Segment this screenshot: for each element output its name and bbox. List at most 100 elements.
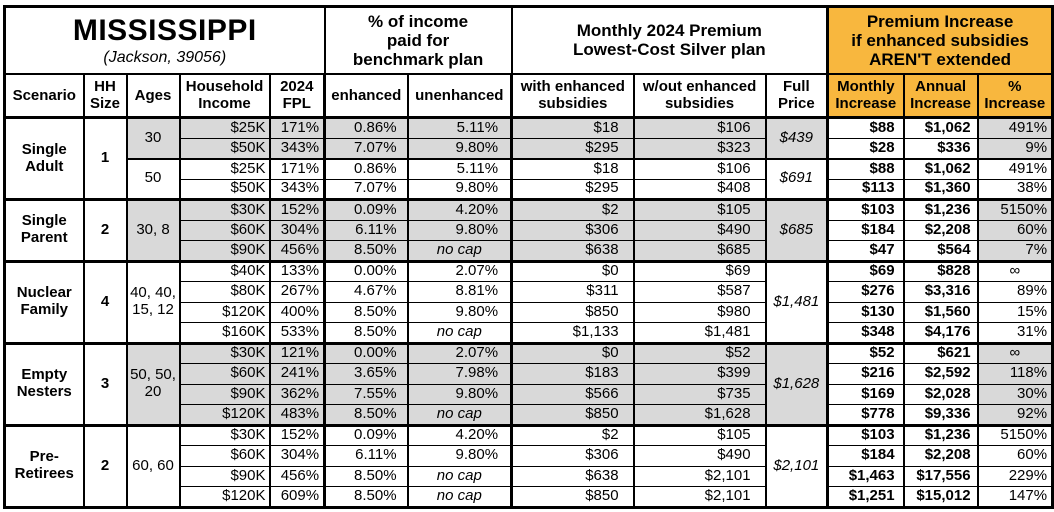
unenhanced-pct-cell: no cap [406, 322, 513, 344]
pct-increase-cell: 60% [976, 219, 1054, 241]
unenhanced-pct-cell: 2.07% [406, 341, 513, 364]
household-income-cell: $120K [178, 486, 271, 508]
unenhanced-pct-cell: 2.07% [406, 259, 513, 282]
table-row: Single Parent 2 30, 8 $30K 152% 0.09% 4.20% $2 $… [3, 198, 1054, 262]
fpl-cell: 343% [268, 137, 326, 159]
annual-increase-cell: $1,062 [902, 116, 979, 139]
col-header-with-enhanced-subsidies: with enhanced subsidies [510, 73, 635, 119]
annual-increase-cell: $15,012 [902, 486, 979, 508]
household-income-cell: $30K [178, 423, 271, 446]
wout-subsidies-cell: $106 [632, 157, 767, 180]
full-price-cell: $1,628 [764, 341, 829, 426]
hh-size-cell: 2 [82, 423, 128, 508]
wout-subsidies-cell: $490 [632, 219, 767, 241]
col-header-household-income: Household Income [178, 73, 271, 119]
monthly-increase-cell: $69 [826, 259, 905, 282]
wout-subsidies-cell: $2,101 [632, 465, 767, 487]
pct-increase-cell: 60% [976, 445, 1054, 467]
fpl-cell: 456% [268, 240, 326, 262]
wout-subsidies-cell: $52 [632, 341, 767, 364]
monthly-increase-cell: $113 [826, 178, 905, 200]
pct-increase-cell: 30% [976, 383, 1054, 405]
enhanced-pct-cell: 8.50% [323, 322, 409, 344]
table-row: $120K 483% 8.50% no cap $850 $1,628 $778 $9,336… [5, 404, 1054, 426]
pct-increase-cell: 147% [976, 486, 1054, 508]
monthly-increase-cell: $184 [826, 445, 905, 467]
group-header-premium: Monthly 2024 Premium Lowest-Cost Silver … [510, 6, 829, 75]
unenhanced-pct-cell: 9.80% [406, 178, 513, 200]
with-subsidies-cell: $850 [510, 486, 635, 508]
hh-size-cell: 1 [82, 116, 128, 200]
household-income-cell: $25K [178, 157, 271, 180]
scenario-cell: Empty Nesters [3, 341, 85, 426]
fpl-cell: 483% [268, 404, 326, 426]
full-price-cell: $1,481 [764, 259, 829, 344]
table-row: $160K 533% 8.50% no cap $1,133 $1,481 $348 $4,1… [5, 322, 1054, 344]
household-income-cell: $90K [178, 240, 271, 262]
fpl-cell: 171% [268, 116, 326, 139]
fpl-cell: 304% [268, 219, 326, 241]
monthly-increase-cell: $47 [826, 240, 905, 262]
pct-increase-cell: ∞ [976, 259, 1054, 282]
full-price-cell: $439 [764, 116, 829, 159]
scenario-cell: Nuclear Family [3, 259, 85, 344]
monthly-increase-cell: $1,251 [826, 486, 905, 508]
wout-subsidies-cell: $399 [632, 363, 767, 385]
monthly-increase-cell: $52 [826, 341, 905, 364]
unenhanced-pct-cell: 9.80% [406, 383, 513, 405]
wout-subsidies-cell: $105 [632, 198, 767, 221]
pct-increase-cell: 7% [976, 240, 1054, 262]
annual-increase-cell: $2,592 [902, 363, 979, 385]
ages-cell: 30 [125, 116, 181, 159]
unenhanced-pct-cell: no cap [406, 465, 513, 487]
with-subsidies-cell: $18 [510, 116, 635, 139]
table-row: Single Adult 1 30 $25K 171% 0.86% 5.11% $18 $106… [3, 116, 1054, 200]
table-row: 50 $25K 171% 0.86% 5.11% $18 $106 $691 $88 $1,062… [5, 157, 1054, 200]
table-row: $50K 343% 7.07% 9.80% $295 $323 $28 $336 9% [5, 137, 1054, 159]
annual-increase-cell: $336 [902, 137, 979, 159]
pct-increase-cell: 491% [976, 116, 1054, 139]
wout-subsidies-cell: $980 [632, 301, 767, 323]
with-subsidies-cell: $18 [510, 157, 635, 180]
with-subsidies-cell: $0 [510, 341, 635, 364]
col-header-unenhanced: unenhanced [406, 73, 513, 119]
col-header-wout-enhanced-subsidies: w/out enhanced subsidies [632, 73, 767, 119]
household-income-cell: $120K [178, 404, 271, 426]
enhanced-pct-cell: 0.09% [323, 423, 409, 446]
enhanced-pct-cell: 0.86% [323, 116, 409, 139]
pct-increase-cell: 38% [976, 178, 1054, 200]
with-subsidies-cell: $638 [510, 465, 635, 487]
monthly-increase-cell: $348 [826, 322, 905, 344]
enhanced-pct-cell: 8.50% [323, 486, 409, 508]
unenhanced-pct-cell: 8.81% [406, 281, 513, 303]
col-header-annual-increase: Annual Increase [902, 73, 979, 119]
household-income-cell: $60K [178, 363, 271, 385]
household-income-cell: $160K [178, 322, 271, 344]
wout-subsidies-cell: $323 [632, 137, 767, 159]
wout-subsidies-cell: $1,628 [632, 404, 767, 426]
col-header-pct-increase: % Increase [976, 73, 1054, 119]
enhanced-pct-cell: 6.11% [323, 445, 409, 467]
with-subsidies-cell: $566 [510, 383, 635, 405]
ages-cell: 30, 8 [125, 198, 181, 262]
annual-increase-cell: $1,560 [902, 301, 979, 323]
wout-subsidies-cell: $408 [632, 178, 767, 200]
with-subsidies-cell: $0 [510, 259, 635, 282]
household-income-cell: $120K [178, 301, 271, 323]
with-subsidies-cell: $306 [510, 219, 635, 241]
col-header-hh-size: HH Size [82, 73, 128, 119]
annual-increase-cell: $2,208 [902, 445, 979, 467]
col-header-full-price: Full Price [764, 73, 829, 119]
fpl-cell: 533% [268, 322, 326, 344]
unenhanced-pct-cell: 5.11% [406, 116, 513, 139]
with-subsidies-cell: $306 [510, 445, 635, 467]
with-subsidies-cell: $295 [510, 137, 635, 159]
annual-increase-cell: $2,208 [902, 219, 979, 241]
enhanced-pct-cell: 0.86% [323, 157, 409, 180]
scenario-cell: Single Parent [3, 198, 85, 262]
fpl-cell: 152% [268, 423, 326, 446]
monthly-increase-cell: $28 [826, 137, 905, 159]
monthly-increase-cell: $216 [826, 363, 905, 385]
monthly-increase-cell: $778 [826, 404, 905, 426]
annual-increase-cell: $1,062 [902, 157, 979, 180]
